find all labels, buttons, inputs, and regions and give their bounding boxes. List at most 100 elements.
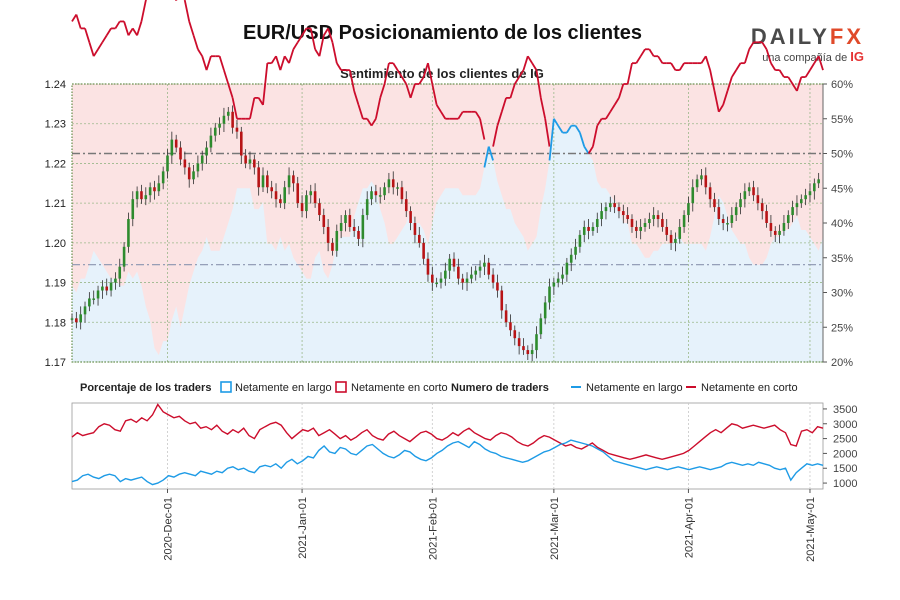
candle-body bbox=[192, 171, 195, 180]
sentiment-line-segment bbox=[405, 83, 412, 99]
sentiment-line-segment bbox=[583, 146, 590, 154]
price-tick-label: 1.24 bbox=[45, 79, 66, 91]
candle-body bbox=[452, 258, 456, 267]
count-long-line bbox=[71, 439, 824, 486]
candle-body bbox=[613, 203, 616, 208]
candle-body bbox=[648, 219, 651, 223]
candle-body bbox=[127, 219, 130, 247]
sentiment-line-segment bbox=[296, 34, 303, 43]
candle-body bbox=[200, 155, 204, 164]
candle-body bbox=[122, 246, 126, 267]
candle-body bbox=[457, 266, 460, 279]
candle-body bbox=[565, 262, 569, 275]
candle-body bbox=[595, 219, 599, 227]
x-tick-label: 2021-Feb-01 bbox=[427, 497, 439, 560]
candle-body bbox=[287, 175, 291, 188]
candle-body bbox=[270, 187, 273, 192]
x-tick-label: 2021-Jan-01 bbox=[297, 497, 309, 559]
sentiment-line-segment bbox=[544, 118, 551, 147]
sentiment-line-segment bbox=[770, 62, 777, 71]
tagline-text: una compañía de bbox=[762, 52, 848, 64]
x-tick-label: 2020-Dec-01 bbox=[163, 497, 175, 561]
pct-tick-label: 60% bbox=[831, 79, 853, 91]
sentiment-line-segment bbox=[635, 55, 642, 64]
candle-body bbox=[331, 242, 334, 251]
sentiment-line-segment bbox=[527, 55, 533, 64]
price-tick-label: 1.20 bbox=[45, 238, 66, 250]
candle-body bbox=[396, 187, 399, 189]
sentiment-line-segment bbox=[201, 55, 208, 71]
candle-body bbox=[530, 350, 534, 355]
candle-body bbox=[435, 282, 438, 285]
sentiment-line-segment bbox=[353, 90, 360, 106]
sentiment-line-segment bbox=[288, 48, 295, 64]
candle-body bbox=[509, 322, 512, 331]
sentiment-line-segment bbox=[492, 125, 499, 147]
candle-body bbox=[569, 254, 573, 263]
sentiment-line-segment bbox=[218, 55, 225, 71]
sentiment-line-segment bbox=[618, 83, 625, 99]
candle-body bbox=[244, 155, 247, 164]
sentiment-line-segment bbox=[748, 41, 755, 50]
candle-body bbox=[352, 226, 356, 231]
candle-body bbox=[500, 290, 504, 311]
sentiment-line-segment bbox=[791, 83, 798, 92]
sentiment-line-segment bbox=[626, 62, 633, 85]
sentiment-line-segment bbox=[309, 28, 316, 50]
candle-body bbox=[339, 223, 343, 231]
candle-body bbox=[187, 167, 191, 180]
candle-body bbox=[617, 207, 621, 212]
candle-body bbox=[183, 159, 187, 168]
candle-body bbox=[348, 215, 352, 227]
pct-tick-label: 25% bbox=[831, 322, 853, 334]
sentiment-line-segment bbox=[704, 55, 711, 71]
sentiment-line-segment bbox=[479, 118, 486, 140]
sentiment-line-segment bbox=[348, 69, 356, 92]
candle-body bbox=[656, 215, 660, 220]
sentiment-line-segment bbox=[457, 111, 464, 120]
pct-tick-label: 40% bbox=[831, 218, 853, 230]
sentiment-line-segment bbox=[84, 28, 91, 43]
candle-body bbox=[665, 226, 669, 235]
candle-body bbox=[240, 131, 243, 156]
candle-body bbox=[721, 219, 725, 223]
candle-body bbox=[608, 203, 612, 208]
candle-body bbox=[153, 187, 156, 192]
legend-short-box bbox=[335, 381, 347, 393]
sentiment-line-segment bbox=[183, 0, 186, 1]
candle-body bbox=[235, 127, 239, 132]
candle-body bbox=[739, 199, 742, 208]
candle-body bbox=[513, 330, 517, 339]
legend-long-box bbox=[220, 381, 232, 393]
candle-body bbox=[109, 282, 113, 291]
candle-body bbox=[118, 266, 122, 279]
sentiment-line-segment bbox=[648, 48, 655, 57]
candle-body bbox=[704, 175, 708, 188]
legend-num-heading: Numero de traders bbox=[451, 382, 549, 394]
sentiment-line-segment bbox=[535, 69, 542, 99]
candle-body bbox=[760, 203, 764, 212]
legend-short-label: Netamente en corto bbox=[351, 382, 448, 394]
sentiment-line-segment bbox=[557, 125, 564, 134]
candle-body bbox=[695, 179, 699, 188]
sentiment-line-segment bbox=[813, 55, 820, 64]
sentiment-line-segment bbox=[670, 62, 677, 71]
candle-body bbox=[487, 262, 491, 275]
sentiment-line-segment bbox=[518, 69, 525, 78]
sentiment-line-segment bbox=[587, 146, 594, 154]
candle-body bbox=[539, 318, 543, 335]
count-tick-label: 2500 bbox=[833, 434, 857, 446]
candle-body bbox=[548, 286, 551, 303]
sentiment-line-segment bbox=[279, 55, 286, 71]
candle-body bbox=[213, 127, 217, 136]
main-plot-area: 1.24 1.23 1.22 1.21 1.20 1.19 1.18 1.17 60% 55% 50… bbox=[45, 0, 853, 369]
candle-body bbox=[92, 298, 96, 300]
sentiment-line-segment bbox=[744, 48, 751, 64]
candle-body bbox=[674, 238, 677, 243]
sentiment-line-segment bbox=[509, 83, 516, 99]
candle-body bbox=[344, 215, 347, 223]
candle-body bbox=[444, 270, 447, 279]
logo-fx: FX bbox=[829, 24, 864, 49]
candle-body bbox=[101, 286, 104, 291]
candle-body bbox=[643, 223, 647, 227]
